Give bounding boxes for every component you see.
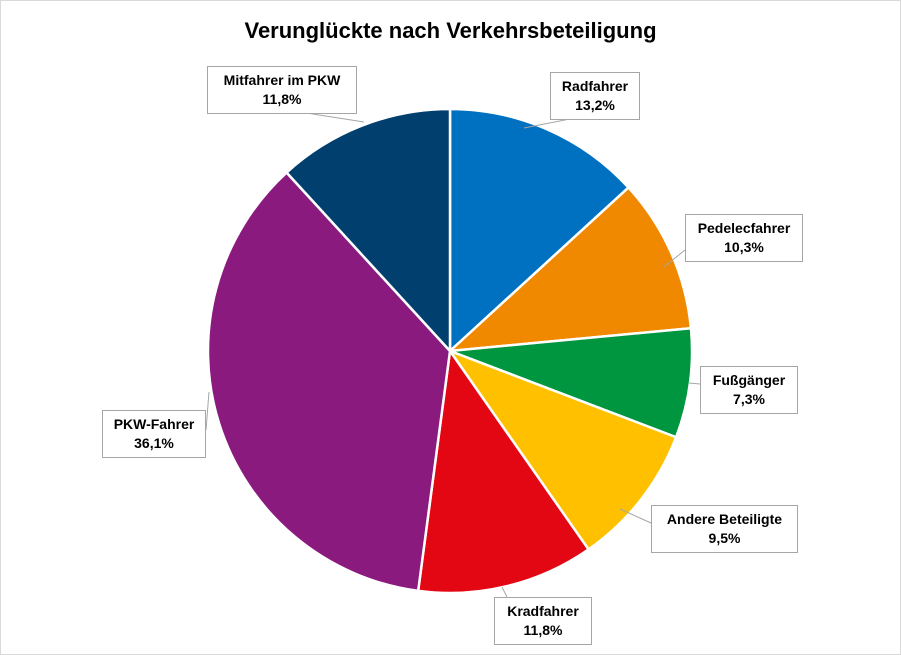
callout-value: 36,1% <box>134 435 174 451</box>
callout-pedelecfahrer: Pedelecfahrer 10,3% <box>685 214 803 262</box>
leader-line <box>205 391 210 431</box>
callout-label: Radfahrer <box>561 78 629 94</box>
pie-slice-mitfahrer-im-pkw <box>284 107 452 355</box>
leader-line <box>663 249 686 268</box>
callout-label: Andere Beteiligte <box>666 511 783 527</box>
leader-line <box>619 508 652 524</box>
callout-label: Fußgänger <box>712 372 786 388</box>
callout-value: 7,3% <box>733 391 765 407</box>
callout-label: Pedelecfahrer <box>697 220 791 236</box>
chart-title: Verunglückte nach Verkehrsbeteiligung <box>244 18 657 43</box>
callout-label: Kradfahrer <box>507 603 579 619</box>
callout-value: 11,8% <box>262 91 302 107</box>
pie-slice-radfahrer <box>448 107 631 354</box>
callout-radfahrer: Radfahrer 13,2% <box>550 72 640 120</box>
callout-label: Mitfahrer im PKW <box>223 72 341 88</box>
pie-slice-andere-beteiligte <box>446 348 678 552</box>
callout-kradfahrer: Kradfahrer 11,8% <box>494 597 592 645</box>
callout-fussgaenger: Fußgänger 7,3% <box>700 366 798 414</box>
callout-andere-beteiligte: Andere Beteiligte 9,5% <box>651 505 798 553</box>
callout-value: 9,5% <box>708 530 741 546</box>
callout-mitfahrer-im-pkw: Mitfahrer im PKW 11,8% <box>207 66 357 114</box>
leader-line <box>688 382 701 385</box>
callout-value: 10,3% <box>724 239 764 255</box>
pie-slice-pkw-fahrer <box>206 170 452 593</box>
pie-slice-kradfahrer <box>416 347 591 595</box>
callout-value: 11,8% <box>523 622 563 638</box>
callout-label: PKW-Fahrer <box>113 416 195 432</box>
pie-slice-pedelecfahrer <box>446 185 693 353</box>
pie-slice-fußgänger <box>449 326 694 439</box>
callout-pkw-fahrer: PKW-Fahrer 36,1% <box>102 410 206 458</box>
leader-line <box>501 586 508 598</box>
callout-value: 13,2% <box>575 97 615 113</box>
